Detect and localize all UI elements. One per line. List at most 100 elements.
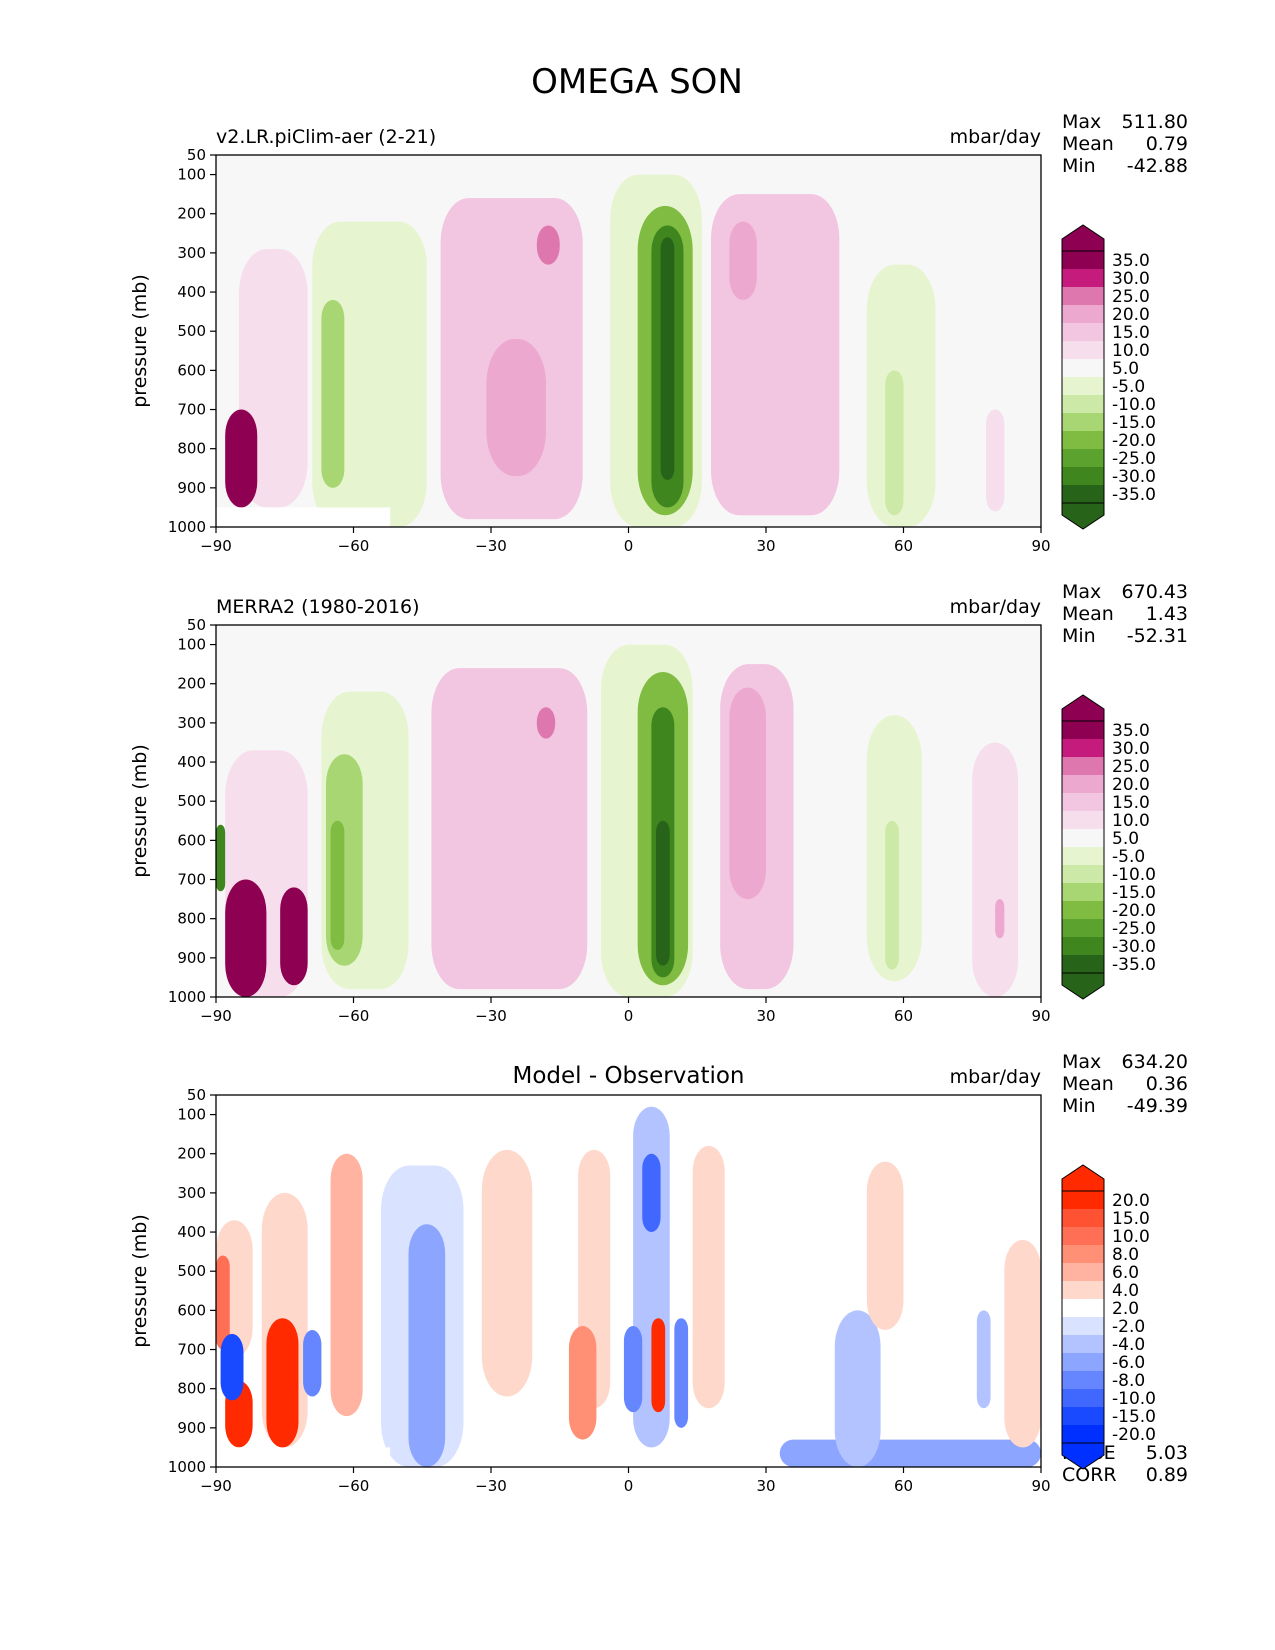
y-tick-label: 200 [177, 675, 206, 693]
contour-positive-region [729, 221, 757, 300]
stat-value: 0.79 [1146, 133, 1188, 155]
y-tick-label: 100 [177, 1106, 206, 1124]
x-tick-label: 0 [624, 1007, 634, 1025]
contour-negative-region [779, 1439, 1041, 1467]
x-tick-label: 60 [894, 1007, 913, 1025]
colorbar-frame [1061, 250, 1105, 504]
stat-label: Mean [1062, 603, 1114, 625]
y-tick-label: 900 [177, 949, 206, 967]
colorbar-tick-label: -10.0 [1112, 865, 1156, 885]
colorbar-swatch [1062, 739, 1104, 757]
y-tick-label: 500 [177, 1262, 206, 1280]
colorbar: 35.030.025.020.015.010.05.0-5.0-10.0-15.… [1061, 224, 1156, 530]
contour-positive-region [216, 1255, 230, 1350]
contour-negative-region [220, 1333, 244, 1401]
colorbar-tick-label: -30.0 [1112, 467, 1156, 487]
figure-title: OMEGA SON [531, 62, 743, 102]
y-tick-label: 100 [177, 166, 206, 184]
colorbar-tick-label: -35.0 [1112, 955, 1156, 975]
y-tick-label: 500 [177, 322, 206, 340]
colorbar-tick-label: -10.0 [1112, 1389, 1156, 1409]
stat-label: Max [1062, 581, 1101, 603]
y-tick-label: 300 [177, 1184, 206, 1202]
y-axis-label: pressure (mb) [129, 1214, 151, 1348]
contour-positive-region [280, 887, 308, 986]
colorbar-tick-label: -10.0 [1112, 395, 1156, 415]
y-tick-label: 700 [177, 1341, 206, 1359]
colorbar-swatch [1062, 883, 1104, 901]
colorbar-tick-label: 5.0 [1112, 829, 1139, 849]
colorbar-tick-label: -5.0 [1112, 377, 1145, 397]
colorbar-tick-label: -25.0 [1112, 919, 1156, 939]
colorbar-swatch [1062, 251, 1104, 269]
stat-value: 670.43 [1122, 581, 1188, 603]
colorbar-swatch [1062, 431, 1104, 449]
colorbar-tick-label: 10.0 [1112, 811, 1150, 831]
contour-negative-region [216, 824, 226, 892]
contour-positive-region [972, 742, 1019, 997]
contour-positive-region [995, 899, 1005, 939]
y-tick-label: 50 [187, 1086, 206, 1104]
y-tick-label: 500 [177, 792, 206, 810]
x-tick-label: 90 [1031, 537, 1050, 555]
contour-positive-region [1004, 1239, 1041, 1448]
x-tick-label: 60 [894, 1477, 913, 1495]
contour-positive-region [330, 1153, 363, 1417]
contour-negative-region [321, 299, 345, 488]
panel-observation: −90 −60 −30 0 30 60 90 50 100 200 300 400 500 600 700 8… [129, 581, 1188, 1025]
colorbar-swatch [1062, 341, 1104, 359]
y-tick-label: 900 [177, 1419, 206, 1437]
contour-positive-region [536, 225, 560, 265]
missing-data-region [216, 1447, 391, 1467]
colorbar-tick-label: 4.0 [1112, 1281, 1139, 1301]
colorbar-tick-label: -2.0 [1112, 1317, 1145, 1337]
stat-value: 511.80 [1122, 111, 1188, 133]
colorbar-swatch [1062, 1389, 1104, 1407]
colorbar-tick-label: 15.0 [1112, 323, 1150, 343]
x-tick-label: −30 [475, 1007, 507, 1025]
stat-label: Max [1062, 111, 1101, 133]
y-tick-label: 800 [177, 910, 206, 928]
colorbar-swatch [1062, 955, 1104, 973]
contour-negative-region [976, 1310, 991, 1409]
panels-container: −90 −60 −30 0 30 60 90501002003004005006007008… [129, 111, 1188, 1495]
colorbar-tick-label: 8.0 [1112, 1245, 1139, 1265]
y-tick-label: 800 [177, 440, 206, 458]
colorbar-tick-label: 30.0 [1112, 269, 1150, 289]
colorbar-swatch [1062, 305, 1104, 323]
colorbar-tick-label: -20.0 [1112, 1425, 1156, 1445]
colorbar-tick-label: -15.0 [1112, 883, 1156, 903]
stat-value: -52.31 [1127, 625, 1188, 647]
stat-value: -49.39 [1127, 1095, 1188, 1117]
contour-negative-region [642, 1153, 661, 1233]
colorbar-tick-label: 35.0 [1112, 721, 1150, 741]
colorbar-swatch [1062, 1191, 1104, 1209]
x-tick-label: −60 [338, 1477, 370, 1495]
y-tick-label: 900 [177, 479, 206, 497]
units-label: mbar/day [950, 126, 1041, 148]
x-tick-label: −60 [338, 1007, 370, 1025]
colorbar-swatch [1062, 323, 1104, 341]
colorbar-swatch [1062, 1317, 1104, 1335]
colorbar-tick-label: 10.0 [1112, 1227, 1150, 1247]
contour-negative-region [660, 237, 675, 481]
colorbar-swatch [1062, 359, 1104, 377]
contour-negative-region [623, 1326, 643, 1413]
y-tick-label: 50 [187, 146, 206, 164]
colorbar-tick-label: -4.0 [1112, 1335, 1145, 1355]
x-tick-label: 30 [756, 537, 775, 555]
colorbar: 35.030.025.020.015.010.05.0-5.0-10.0-15.… [1061, 694, 1156, 1000]
y-tick-label: 400 [177, 283, 206, 301]
colorbar-swatch [1062, 395, 1104, 413]
x-tick-label: 30 [756, 1477, 775, 1495]
colorbar-tick-label: 25.0 [1112, 287, 1150, 307]
colorbar-swatch [1062, 485, 1104, 503]
colorbar-swatch [1062, 937, 1104, 955]
colorbar-tick-label: -5.0 [1112, 847, 1145, 867]
colorbar-swatch [1062, 287, 1104, 305]
x-tick-label: 0 [624, 537, 634, 555]
colorbar-swatch [1062, 811, 1104, 829]
colorbar-swatch [1062, 413, 1104, 431]
colorbar-tick-label: 15.0 [1112, 793, 1150, 813]
